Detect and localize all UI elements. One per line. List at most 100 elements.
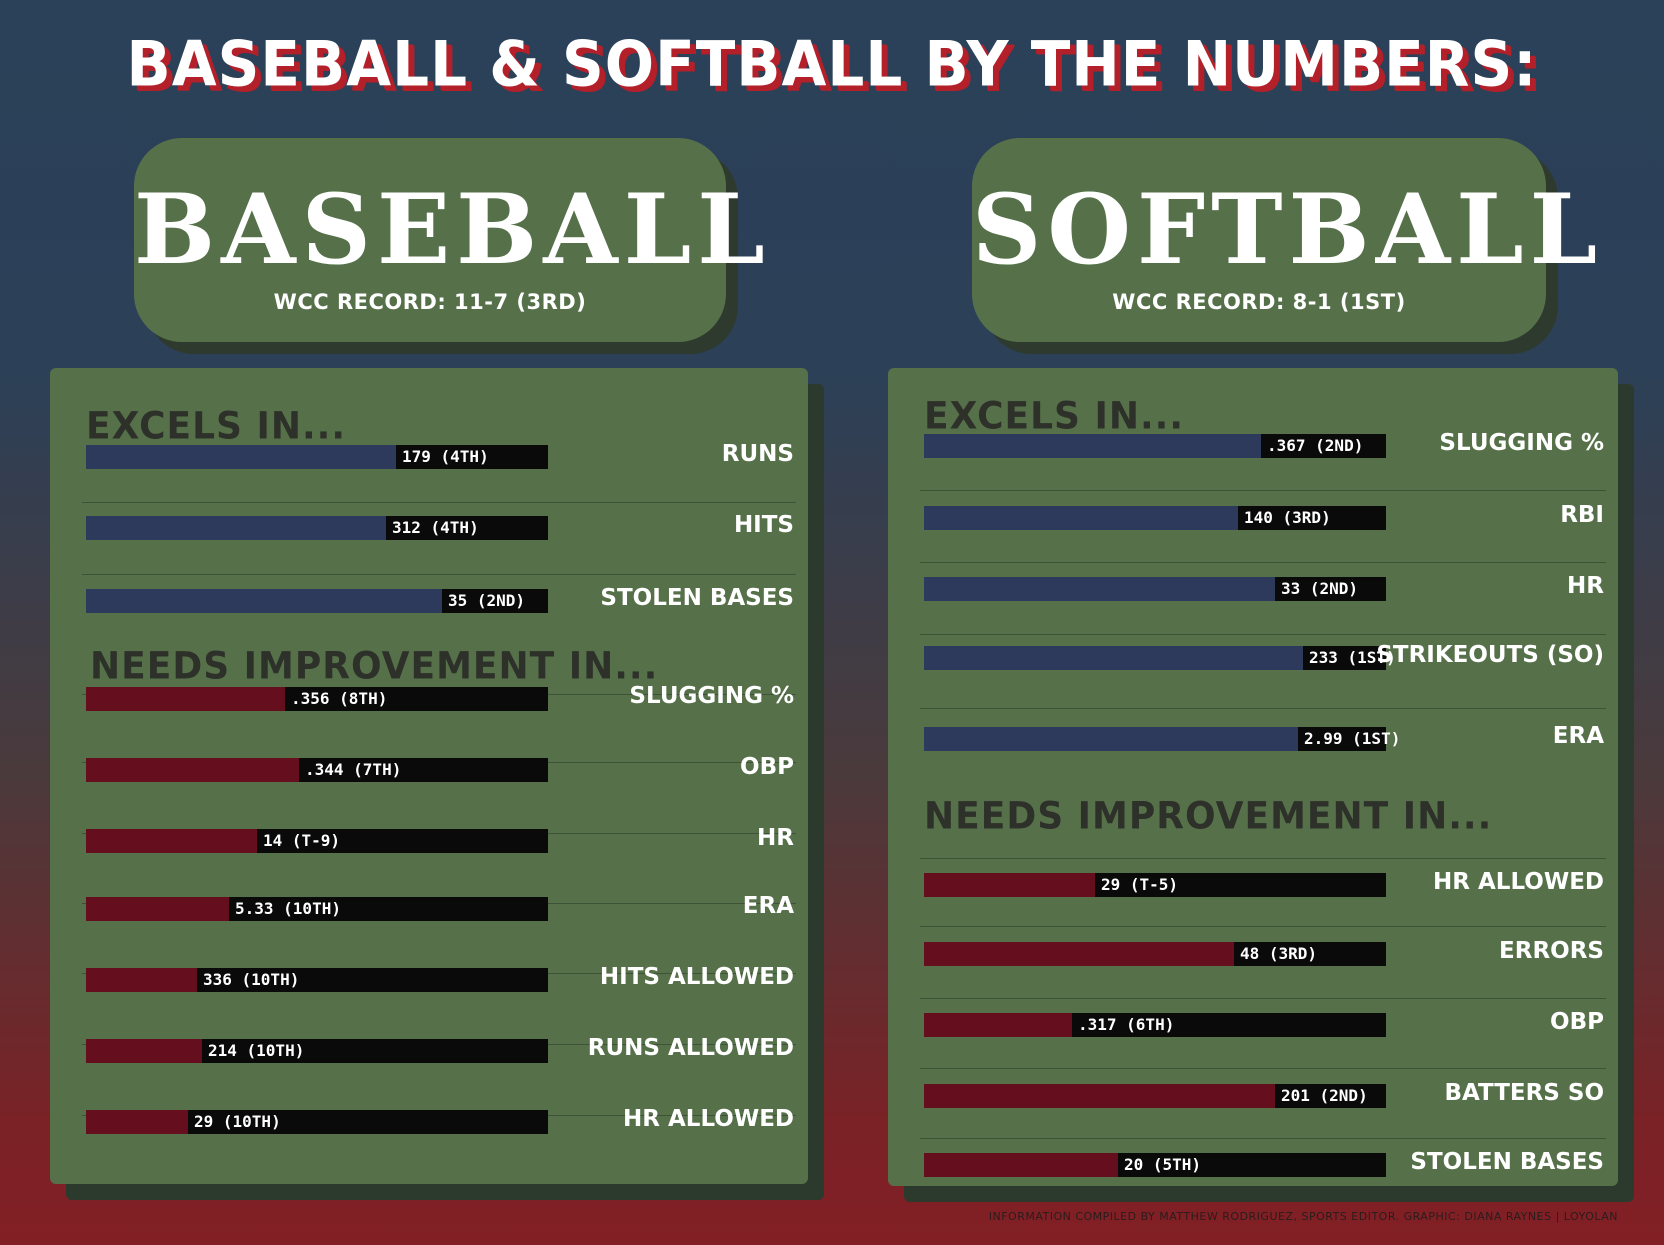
baseball-stat-label: STOLEN BASES	[600, 585, 794, 611]
baseball-bar-track: 214 (10TH)	[86, 1039, 548, 1063]
softball-bar	[924, 646, 1303, 670]
baseball-stat-label: SLUGGING %	[629, 683, 794, 709]
baseball-bar	[86, 1110, 188, 1134]
baseball-bar	[86, 897, 229, 921]
baseball-bar	[86, 516, 386, 540]
baseball-bar-track: 179 (4TH)	[86, 445, 548, 469]
baseball-bar-value: .356 (8TH)	[291, 689, 388, 708]
baseball-stat-label: OBP	[740, 754, 794, 780]
softball-bar-value: 201 (2ND)	[1281, 1086, 1368, 1105]
softball-bar-value: 140 (3RD)	[1244, 508, 1331, 527]
softball-bar	[924, 727, 1298, 751]
baseball-bar-value: 336 (10TH)	[203, 970, 300, 989]
softball-bar-value: .367 (2ND)	[1267, 436, 1364, 455]
baseball-bar	[86, 758, 299, 782]
softball-bar-track: 20 (5TH)	[924, 1153, 1386, 1177]
softball-bar-track: 201 (2ND)	[924, 1084, 1386, 1108]
baseball-bar-track: .356 (8TH)	[86, 687, 548, 711]
baseball-bar	[86, 968, 197, 992]
baseball-stat-label: RUNS	[721, 441, 794, 467]
softball-bar-track: 2.99 (1ST)	[924, 727, 1400, 751]
baseball-header: BASEBALL WCC RECORD: 11-7 (3RD)	[134, 138, 771, 342]
baseball-stat-label: RUNS ALLOWED	[587, 1035, 794, 1061]
baseball-bar-track: 35 (2ND)	[86, 589, 548, 613]
baseball-stats-panel: EXCELS IN... 179 (4TH) RUNS 312 (4TH) HITS 35…	[50, 368, 808, 1184]
credit-line: INFORMATION COMPILED BY MATTHEW RODRIGUE…	[988, 1210, 1618, 1223]
softball-bar-track: .317 (6TH)	[924, 1013, 1386, 1037]
baseball-bar	[86, 687, 285, 711]
softball-bar-track: 33 (2ND)	[924, 577, 1386, 601]
softball-bar	[924, 506, 1238, 530]
softball-record: WCC RECORD: 8-1 (1ST)	[1112, 290, 1406, 314]
baseball-bar	[86, 445, 396, 469]
softball-row-divider	[920, 998, 1606, 999]
baseball-bar-track: 14 (T-9)	[86, 829, 548, 853]
softball-bar-value: 33 (2ND)	[1281, 579, 1359, 598]
baseball-stat-label: HITS	[733, 512, 794, 538]
softball-row-divider	[920, 1138, 1606, 1139]
softball-bar	[924, 434, 1261, 458]
softball-bar-track: 140 (3RD)	[924, 506, 1386, 530]
softball-title: SOFTBALL	[972, 173, 1604, 286]
softball-bar	[924, 1084, 1275, 1108]
softball-improve-heading: NEEDS IMPROVEMENT IN...	[924, 794, 1493, 839]
baseball-bar-track: 312 (4TH)	[86, 516, 548, 540]
softball-bar	[924, 1013, 1072, 1037]
baseball-improve-heading: NEEDS IMPROVEMENT IN...	[90, 644, 659, 689]
page-title: BASEBALL & SOFTBALL BY THE NUMBERS:	[126, 27, 1538, 101]
baseball-stat-label: HITS ALLOWED	[599, 964, 794, 990]
baseball-bar-track: .344 (7TH)	[86, 758, 548, 782]
softball-header: SOFTBALL WCC RECORD: 8-1 (1ST)	[972, 138, 1604, 342]
softball-bar-value: 29 (T-5)	[1101, 875, 1179, 894]
baseball-bar-track: 336 (10TH)	[86, 968, 548, 992]
baseball-bar-track: 29 (10TH)	[86, 1110, 548, 1134]
softball-stat-label: STRIKEOUTS (SO)	[1376, 642, 1604, 668]
softball-stat-label: STOLEN BASES	[1410, 1149, 1604, 1175]
softball-stat-label: ERA	[1552, 723, 1604, 749]
baseball-bar-value: 35 (2ND)	[448, 591, 526, 610]
baseball-row-divider	[82, 502, 796, 503]
softball-excel-heading: EXCELS IN...	[924, 394, 1185, 439]
baseball-excel-heading: EXCELS IN...	[86, 404, 347, 449]
softball-bar-track: 48 (3RD)	[924, 942, 1386, 966]
baseball-bar-value: 29 (10TH)	[194, 1112, 281, 1131]
softball-row-divider	[920, 490, 1606, 491]
baseball-bar-value: 312 (4TH)	[392, 518, 479, 537]
baseball-bar	[86, 589, 442, 613]
softball-bar	[924, 1153, 1118, 1177]
softball-row-divider	[920, 562, 1606, 563]
softball-bar	[924, 873, 1095, 897]
softball-stat-label: HR ALLOWED	[1433, 869, 1604, 895]
baseball-bar-value: 214 (10TH)	[208, 1041, 305, 1060]
softball-bar	[924, 942, 1234, 966]
baseball-stat-label: HR ALLOWED	[623, 1106, 794, 1132]
baseball-row-divider	[82, 574, 796, 575]
softball-stat-label: HR	[1567, 573, 1604, 599]
baseball-stat-label: HR	[757, 825, 794, 851]
softball-stat-label: OBP	[1550, 1009, 1604, 1035]
baseball-stat-label: ERA	[742, 893, 794, 919]
softball-bar-value: 2.99 (1ST)	[1304, 729, 1401, 748]
softball-bar-value: 20 (5TH)	[1124, 1155, 1202, 1174]
softball-bar	[924, 577, 1275, 601]
baseball-bar-value: .344 (7TH)	[305, 760, 402, 779]
baseball-bar-value: 179 (4TH)	[402, 447, 489, 466]
softball-row-divider	[920, 1068, 1606, 1069]
softball-bar-value: .317 (6TH)	[1078, 1015, 1175, 1034]
softball-row-divider	[920, 926, 1606, 927]
baseball-bar-value: 14 (T-9)	[263, 831, 341, 850]
softball-stat-label: SLUGGING %	[1439, 430, 1604, 456]
softball-bar-track: 29 (T-5)	[924, 873, 1386, 897]
softball-bar-value: 48 (3RD)	[1240, 944, 1318, 963]
baseball-bar-track: 5.33 (10TH)	[86, 897, 548, 921]
softball-row-divider	[920, 858, 1606, 859]
baseball-bar-value: 5.33 (10TH)	[235, 899, 341, 918]
baseball-record: WCC RECORD: 11-7 (3RD)	[273, 290, 587, 314]
baseball-title: BASEBALL	[134, 173, 771, 286]
softball-bar-value: 233 (1ST)	[1309, 648, 1396, 667]
softball-bar-track: 233 (1ST)	[924, 646, 1396, 670]
softball-stat-label: RBI	[1560, 502, 1604, 528]
softball-row-divider	[920, 708, 1606, 709]
softball-stats-panel: EXCELS IN... .367 (2ND) SLUGGING % 140 (3RD…	[888, 368, 1618, 1186]
softball-stat-label: BATTERS SO	[1444, 1080, 1604, 1106]
